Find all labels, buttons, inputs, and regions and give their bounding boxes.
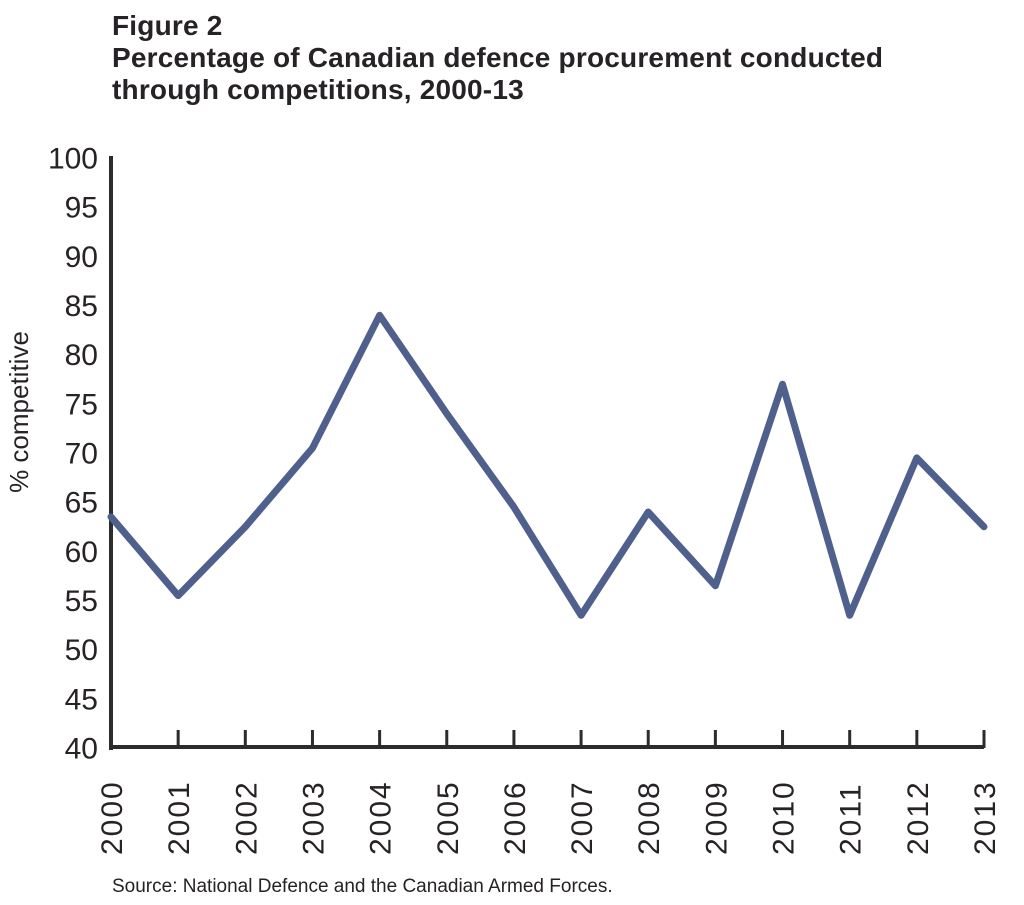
- figure-label: Figure 2: [112, 10, 223, 41]
- title-block: Figure 2 Percentage of Canadian defence …: [112, 10, 883, 106]
- y-tick-label: 90: [65, 241, 98, 274]
- x-tick-label: 2003: [298, 780, 331, 855]
- y-tick-label: 55: [65, 585, 98, 618]
- figure-title-line-2: through competitions, 2000-13: [112, 74, 524, 105]
- y-tick-label: 45: [65, 683, 98, 716]
- y-tick-label: 70: [65, 438, 98, 471]
- y-tick-label: 85: [65, 290, 98, 323]
- x-tick-label: 2009: [700, 780, 733, 855]
- figure-title-line-1: Percentage of Canadian defence procureme…: [112, 42, 884, 73]
- source-note: Source: National Defence and the Canadia…: [112, 876, 613, 897]
- x-tick-label: 2000: [96, 780, 129, 855]
- y-tick-label: 100: [48, 143, 98, 176]
- x-tick-label: 2013: [969, 780, 1002, 855]
- x-tick-label: 2012: [902, 780, 935, 855]
- data-series-line: [107, 311, 988, 619]
- y-tick-label: 40: [65, 733, 98, 766]
- y-tick-label: 95: [65, 192, 98, 225]
- x-axis-tick-labels: 2000 2001 2002 2003 2004 2005 2006 2007 2008 2009…: [96, 780, 1002, 855]
- x-tick-label: 2007: [566, 780, 599, 855]
- x-tick-label: 2011: [835, 782, 868, 855]
- y-tick-label: 65: [65, 487, 98, 520]
- x-tick-label: 2002: [230, 780, 263, 855]
- x-tick-label: 2004: [365, 780, 398, 855]
- x-tick-label: 2010: [768, 780, 801, 855]
- y-tick-label: 60: [65, 536, 98, 569]
- y-tick-label: 80: [65, 339, 98, 372]
- y-tick-label: 50: [65, 634, 98, 667]
- x-tick-label: 2001: [163, 780, 196, 855]
- x-tick-label: 2008: [633, 780, 666, 855]
- y-tick-label: 75: [65, 388, 98, 421]
- x-tick-label: 2006: [499, 780, 532, 855]
- y-axis-tick-labels: 100 95 90 85 80 75 70 65 60 55 50 45 40: [48, 143, 98, 766]
- x-tick-label: 2005: [432, 780, 465, 855]
- y-axis-title: % competitive: [4, 331, 34, 493]
